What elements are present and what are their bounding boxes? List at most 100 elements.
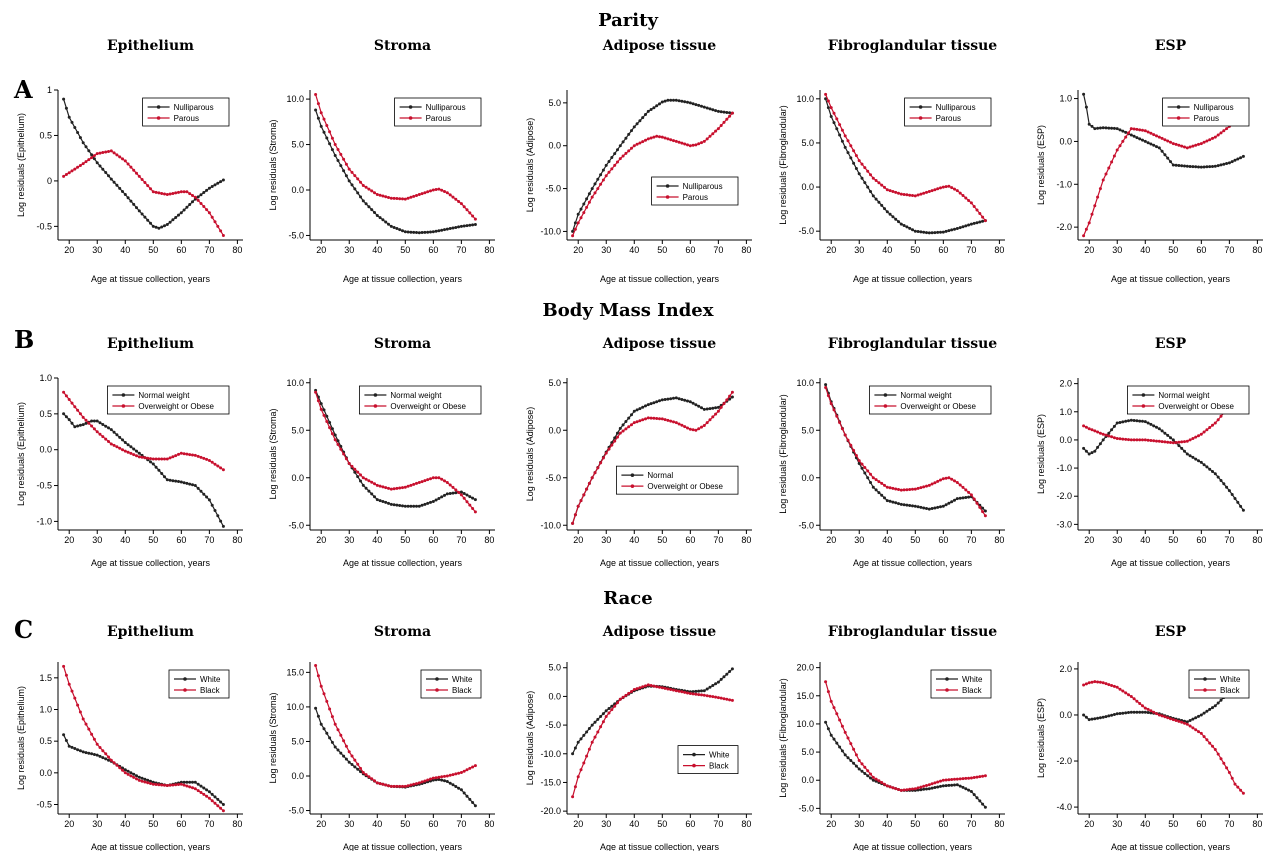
data-point (1171, 142, 1175, 146)
chart-title: Adipose tissue (602, 336, 716, 352)
x-tick-label: 80 (994, 245, 1004, 255)
data-point (1197, 459, 1200, 463)
data-point (423, 779, 427, 783)
data-point (677, 99, 681, 103)
data-point (725, 672, 729, 676)
y-tick-label: 1.0 (1059, 407, 1072, 417)
data-point (722, 402, 726, 406)
legend-label-1: White (962, 675, 983, 684)
data-point (417, 193, 421, 196)
y-tick-label: 10.0 (286, 702, 304, 712)
data-point (373, 211, 376, 214)
data-point (1199, 142, 1203, 146)
data-point (1118, 437, 1122, 441)
data-point (607, 160, 611, 163)
data-point (347, 167, 351, 171)
y-tick-label: -2.0 (1056, 222, 1072, 232)
data-point (1101, 715, 1105, 719)
data-point (1135, 127, 1139, 131)
data-point (90, 424, 94, 428)
data-point (683, 398, 687, 402)
data-point (213, 462, 217, 466)
y-tick-label: 0 (47, 176, 52, 186)
data-point (316, 399, 320, 403)
data-point (333, 154, 337, 157)
data-point (666, 137, 670, 141)
x-tick-label: 20 (316, 245, 326, 255)
chart-title: Fibroglandular tissue (828, 336, 997, 352)
data-point (1197, 142, 1200, 146)
data-point (62, 733, 66, 737)
data-point (465, 794, 469, 798)
data-point (359, 473, 362, 477)
data-point (199, 489, 203, 493)
data-point (725, 117, 729, 121)
x-tick-label: 20 (573, 819, 583, 829)
data-point (409, 195, 413, 199)
data-point (897, 502, 900, 506)
data-point (621, 154, 625, 158)
legend-marker-2 (692, 763, 696, 768)
x-tick-label: 70 (204, 535, 214, 545)
data-point (95, 742, 99, 746)
data-point (356, 177, 360, 181)
data-point (154, 457, 158, 461)
data-point (216, 797, 220, 801)
data-point (344, 744, 348, 748)
data-point (437, 775, 441, 779)
data-point (590, 476, 594, 480)
data-point (1205, 465, 1209, 469)
data-point (126, 772, 130, 776)
data-point (132, 447, 136, 451)
data-point (163, 457, 166, 461)
data-point (107, 174, 110, 178)
data-point (1191, 437, 1195, 440)
y-tick-label: -5.0 (545, 720, 561, 730)
data-point (1205, 738, 1209, 742)
data-point (1171, 163, 1175, 167)
data-point (621, 423, 625, 427)
data-point (950, 186, 954, 190)
data-point (350, 170, 354, 174)
data-point (1127, 438, 1130, 442)
data-point (716, 405, 720, 409)
data-point (869, 173, 872, 177)
data-point (370, 492, 374, 496)
data-point (64, 739, 68, 742)
data-point (627, 691, 631, 695)
data-point (972, 221, 976, 225)
data-point (1160, 714, 1164, 718)
data-point (930, 507, 934, 510)
data-point (1084, 715, 1088, 719)
data-point (1110, 435, 1114, 439)
data-point (90, 732, 94, 736)
data-point (451, 773, 455, 777)
data-point (412, 504, 416, 508)
data-point (672, 420, 675, 424)
data-point (149, 779, 152, 783)
data-point (1143, 129, 1147, 133)
data-point (972, 205, 976, 208)
data-point (613, 152, 617, 156)
x-tick-label: 70 (966, 819, 976, 829)
x-tick-label: 60 (1196, 535, 1206, 545)
data-point (660, 686, 664, 690)
data-point (179, 782, 183, 786)
data-point (649, 136, 653, 140)
data-point (705, 421, 709, 425)
data-point (171, 783, 175, 787)
data-point (207, 498, 211, 502)
data-point (607, 447, 611, 451)
data-point (429, 500, 432, 504)
data-point (922, 230, 926, 234)
data-point (177, 783, 180, 786)
data-point (686, 143, 689, 147)
data-point (939, 505, 942, 509)
data-point (445, 774, 449, 778)
data-point (829, 733, 833, 737)
data-point (347, 760, 351, 764)
data-point (719, 110, 723, 114)
x-tick-label: 30 (92, 535, 102, 545)
